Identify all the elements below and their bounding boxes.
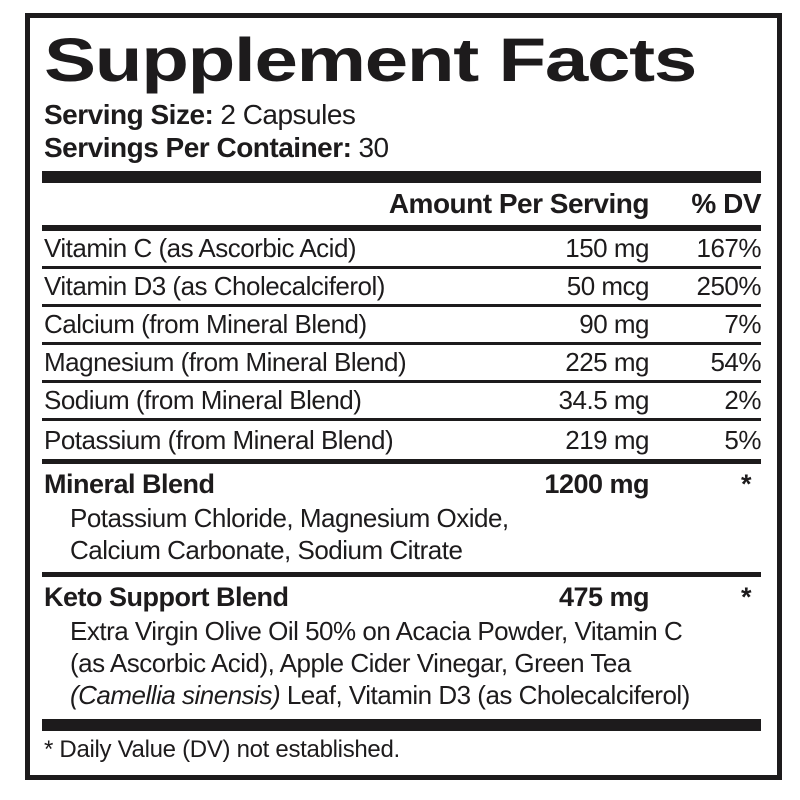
divider-under-header bbox=[42, 225, 761, 231]
nutrient-amount: 34.5 mg bbox=[558, 385, 650, 415]
divider-thick-top bbox=[42, 171, 761, 183]
table-row: Vitamin D3 (as Cholecalciferol) 50 mcg 2… bbox=[42, 269, 762, 307]
table-row: Calcium (from Mineral Blend) 90 mg 7% bbox=[42, 307, 762, 345]
dv-footnote: * Daily Value (DV) not established. bbox=[44, 736, 400, 763]
divider-before-keto-blend bbox=[42, 572, 761, 577]
nutrient-dv: 54% bbox=[710, 347, 761, 377]
blend-ingredients-line: (as Ascorbic Acid), Apple Cider Vinegar,… bbox=[70, 648, 631, 678]
botanical-name: (Camellia sinensis) bbox=[70, 680, 281, 710]
nutrient-name: Vitamin C (as Ascorbic Acid) bbox=[44, 233, 357, 263]
blend-ingredients: Potassium Chloride, Magnesium Oxide, Cal… bbox=[42, 502, 761, 572]
nutrient-rows: Vitamin C (as Ascorbic Acid) 150 mg 167%… bbox=[42, 231, 762, 459]
nutrient-dv: 250% bbox=[696, 271, 762, 301]
blend-row: Mineral Blend 1200 mg * bbox=[42, 466, 761, 502]
table-row: Vitamin C (as Ascorbic Acid) 150 mg 167% bbox=[42, 231, 762, 269]
nutrient-amount: 90 mg bbox=[579, 309, 649, 339]
blend-dv: * bbox=[740, 468, 752, 499]
nutrient-amount: 219 mg bbox=[565, 424, 649, 455]
nutrient-name: Magnesium (from Mineral Blend) bbox=[44, 347, 407, 377]
amount-per-serving-header: Amount Per Serving bbox=[388, 188, 650, 219]
table-row: Potassium (from Mineral Blend) 219 mg 5% bbox=[42, 421, 762, 459]
blend-ingredients-line: (Camellia sinensis) Leaf, Vitamin D3 (as… bbox=[70, 679, 761, 711]
percent-dv-header: % DV bbox=[691, 188, 761, 219]
blend-row: Keto Support Blend 475 mg * bbox=[42, 579, 761, 615]
divider-thick-bottom bbox=[42, 719, 761, 731]
nutrient-name: Vitamin D3 (as Cholecalciferol) bbox=[44, 271, 385, 301]
servings-per-container-label: Servings Per Container: bbox=[44, 132, 352, 163]
blend-ingredients-line-rest: Leaf, Vitamin D3 (as Cholecalciferol) bbox=[280, 680, 690, 710]
nutrient-dv: 2% bbox=[724, 385, 761, 415]
nutrient-dv: 5% bbox=[724, 424, 761, 455]
blend-ingredients-line: Potassium Chloride, Magnesium Oxide, bbox=[70, 503, 509, 533]
keto-blend-section: Keto Support Blend 475 mg * Extra Virgin… bbox=[42, 579, 761, 717]
supplement-facts-panel: Supplement Facts Serving Size: 2 Capsules… bbox=[25, 13, 782, 780]
mineral-blend-section: Mineral Blend 1200 mg * Potassium Chlori… bbox=[42, 466, 761, 572]
divider-before-mineral-blend bbox=[42, 459, 761, 464]
blend-ingredients-line: Calcium Carbonate, Sodium Citrate bbox=[70, 535, 463, 565]
table-header-row: Amount Per Serving % DV bbox=[42, 183, 762, 225]
table-row: Sodium (from Mineral Blend) 34.5 mg 2% bbox=[42, 383, 762, 421]
serving-size-label: Serving Size: bbox=[44, 99, 214, 130]
blend-ingredients-line: Extra Virgin Olive Oil 50% on Acacia Pow… bbox=[70, 616, 683, 646]
blend-dv: * bbox=[740, 581, 752, 612]
blend-name: Keto Support Blend bbox=[44, 581, 289, 612]
blend-amount: 1200 mg bbox=[544, 468, 649, 499]
serving-size-value: 2 Capsules bbox=[220, 99, 356, 130]
nutrient-amount: 225 mg bbox=[565, 347, 649, 377]
nutrient-dv: 167% bbox=[696, 233, 762, 263]
nutrient-name: Potassium (from Mineral Blend) bbox=[44, 424, 394, 455]
servings-per-container-line: Servings Per Container: 30 bbox=[44, 131, 761, 164]
nutrient-amount: 150 mg bbox=[565, 233, 649, 263]
nutrient-dv: 7% bbox=[724, 309, 761, 339]
nutrient-name: Calcium (from Mineral Blend) bbox=[44, 309, 367, 339]
serving-size-line: Serving Size: 2 Capsules bbox=[44, 98, 761, 131]
blend-amount: 475 mg bbox=[558, 581, 650, 612]
blend-name: Mineral Blend bbox=[44, 468, 215, 499]
panel-title: Supplement Facts bbox=[44, 26, 697, 94]
blend-ingredients: Extra Virgin Olive Oil 50% on Acacia Pow… bbox=[42, 615, 761, 717]
nutrient-amount: 50 mcg bbox=[566, 271, 650, 301]
servings-per-container-value: 30 bbox=[358, 132, 389, 163]
table-row: Magnesium (from Mineral Blend) 225 mg 54… bbox=[42, 345, 762, 383]
nutrient-name: Sodium (from Mineral Blend) bbox=[44, 385, 362, 415]
